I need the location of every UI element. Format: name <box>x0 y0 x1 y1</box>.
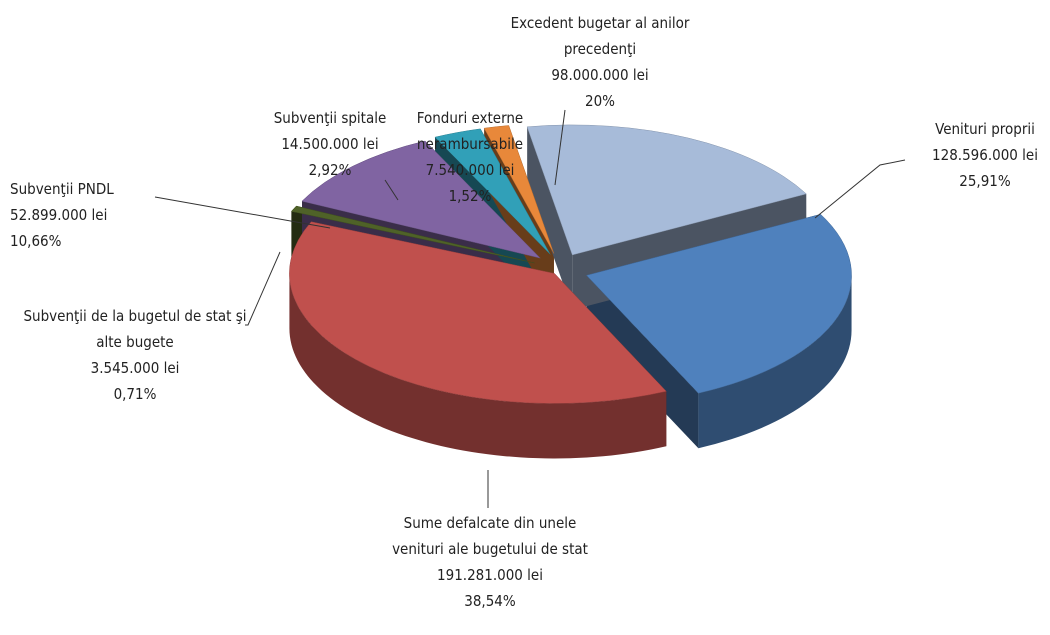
value-label: 2,92% <box>308 161 352 179</box>
value-label: 10,66% <box>10 232 62 250</box>
label: Fonduri externe nerambursabile 7.540.000 … <box>405 105 535 209</box>
value-label: 38,54% <box>464 592 516 610</box>
category-label: Excedent bugetar al anilor precedenţi <box>510 14 690 58</box>
amount-label: 7.540.000 lei <box>425 161 515 179</box>
slice <box>483 125 555 254</box>
slice-side <box>527 126 573 310</box>
slice <box>290 205 535 264</box>
label: Venituri proprii 128.596.000 lei 25,91% <box>905 116 1050 194</box>
leader-line <box>384 179 399 201</box>
amount-label: 128.596.000 lei <box>932 146 1038 164</box>
amount-label: 52.899.000 lei <box>10 206 108 224</box>
category-label: Subvenţii PNDL <box>10 180 114 198</box>
slice <box>526 124 807 256</box>
value-label: 20% <box>585 92 615 110</box>
leader-line <box>154 196 331 229</box>
value-label: 1,52% <box>448 187 492 205</box>
slice-side <box>586 275 699 449</box>
amount-label: 3.545.000 lei <box>90 359 180 377</box>
value-label: 25,91% <box>959 172 1011 190</box>
value-label: 0,71% <box>113 385 157 403</box>
slice <box>289 221 667 404</box>
label: Sume defalcate din unele venituri ale bu… <box>380 510 600 614</box>
label: Subvenţii de la bugetul de stat şi alte … <box>20 303 250 407</box>
category-label: Venituri proprii <box>935 120 1035 138</box>
leader-line <box>814 159 906 219</box>
label: Subvenţii spitale 14.500.000 lei 2,92% <box>260 105 400 183</box>
label: Subvenţii PNDL 52.899.000 lei 10,66% <box>10 176 140 254</box>
amount-label: 98.000.000 lei <box>551 66 649 84</box>
slice <box>434 128 551 255</box>
amount-label: 14.500.000 lei <box>281 135 379 153</box>
slice <box>301 140 542 259</box>
label: Excedent bugetar al anilor precedenţi 98.… <box>500 10 700 114</box>
slice <box>586 214 852 394</box>
category-label: Subvenţii spitale <box>273 109 387 127</box>
leader-line <box>554 109 566 186</box>
pie <box>289 124 852 459</box>
category-label: Sume defalcate din unele venituri ale bu… <box>392 514 588 558</box>
slice-wall <box>698 275 852 449</box>
category-label: Subvenţii de la bugetul de stat şi alte … <box>23 307 247 351</box>
leader-lines <box>154 109 906 508</box>
amount-label: 191.281.000 lei <box>437 566 543 584</box>
leader-line <box>245 251 281 326</box>
slice-wall <box>289 273 667 459</box>
category-label: Fonduri externe nerambursabile <box>416 109 524 153</box>
